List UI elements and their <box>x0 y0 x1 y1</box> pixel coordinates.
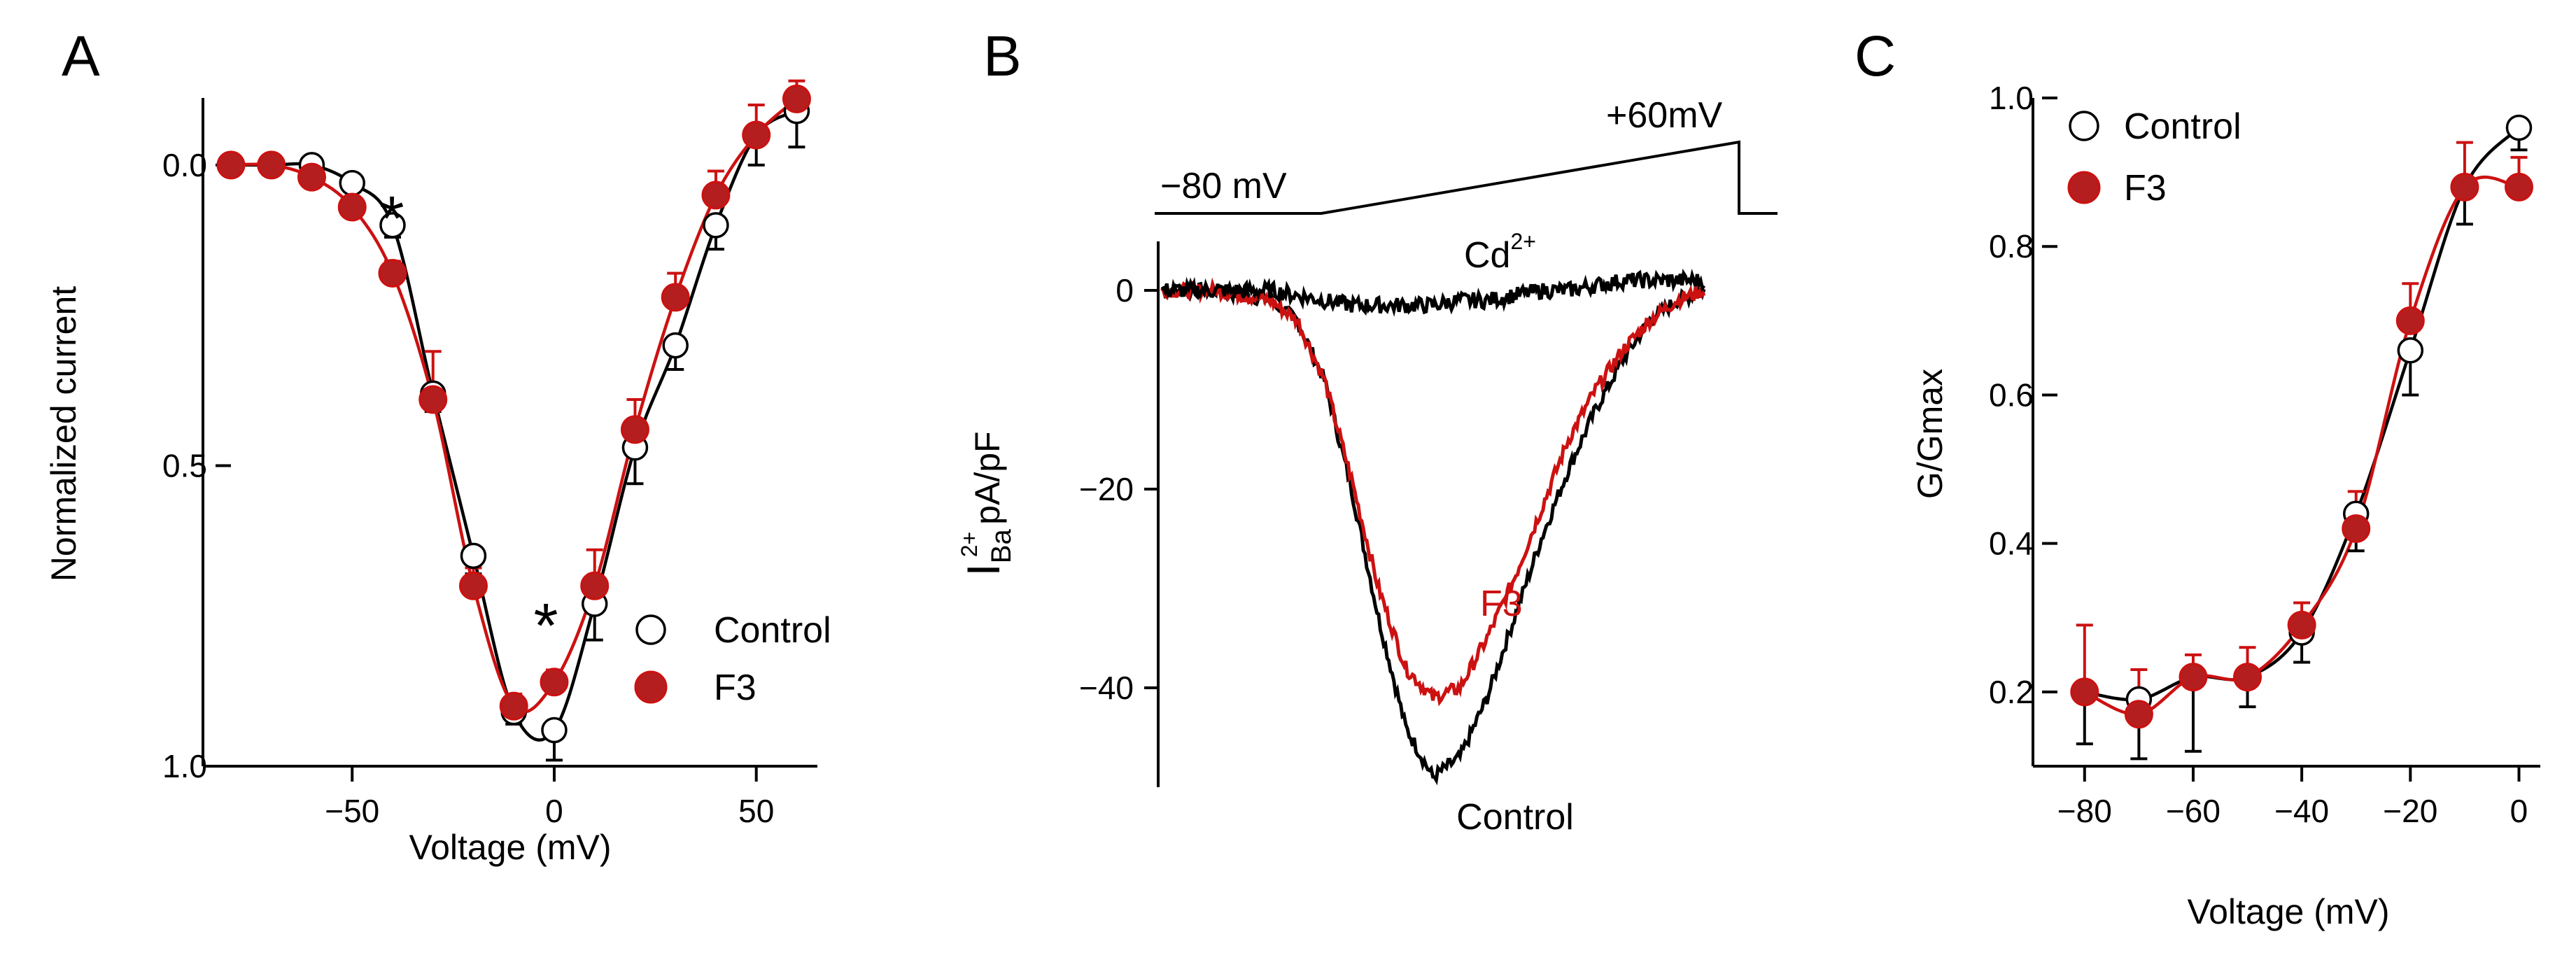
panel-a-y-label: Normalized current <box>44 286 83 581</box>
data-point-control <box>2397 337 2424 364</box>
panel-b: B −80 mV +60mV 0 −20 −40 IBa2+pA/pF Cd2+ F… <box>957 24 1778 838</box>
data-point-f3 <box>458 571 488 600</box>
x-tick-label: 0 <box>545 793 563 829</box>
data-point-control <box>2505 114 2533 141</box>
panel-c-legend: Control F3 <box>2067 106 2241 209</box>
legend-control-marker <box>635 614 666 645</box>
legend-f3-label: F3 <box>2124 168 2167 209</box>
data-point-f3 <box>620 415 649 444</box>
x-tick-label: 0 <box>2510 793 2528 829</box>
data-point-f3 <box>2395 306 2425 335</box>
panel-a-data-points <box>216 79 811 762</box>
data-point-f3 <box>2504 172 2533 202</box>
legend-f3-marker <box>634 670 668 704</box>
data-point-f3 <box>782 84 811 113</box>
data-point-f3 <box>701 181 731 210</box>
fit-curve-control <box>2084 126 2521 702</box>
data-point-f3 <box>418 385 448 414</box>
panel-a-x-ticks: −50 0 50 <box>325 766 774 829</box>
panel-c-data-points <box>2070 114 2533 761</box>
y-tick-label: 0.2 <box>1989 674 2034 710</box>
data-point-control <box>460 542 487 570</box>
panel-c-x-ticks: −80 −60 −40 −20 0 <box>2057 766 2528 829</box>
y-tick-label: 0.0 <box>162 147 207 183</box>
y-tick-label: 1.0 <box>162 748 207 784</box>
legend-control-label: Control <box>2124 106 2241 147</box>
x-tick-label: −40 <box>2274 793 2329 829</box>
panel-a-significance-star: * <box>533 591 558 661</box>
trace-cd <box>1160 268 1706 317</box>
fit-curve-f3 <box>2083 176 2519 717</box>
data-point-f3 <box>2070 677 2099 707</box>
data-point-f3 <box>661 283 690 312</box>
data-point-f3 <box>2233 663 2262 692</box>
panel-c-fit-curves <box>2083 126 2521 717</box>
y-tick-label: 1.0 <box>1989 80 2034 116</box>
data-point-control <box>541 717 568 744</box>
data-point-f3 <box>2179 663 2208 692</box>
protocol-end-label: +60mV <box>1606 95 1723 136</box>
panel-a-x-label: Voltage (mV) <box>409 828 611 867</box>
legend-f3-marker <box>2067 171 2101 204</box>
protocol-start-label: −80 mV <box>1160 166 1287 206</box>
panel-c: C 0.2 0.4 0.6 0.8 1.0 −80 −60 −40 −20 0 Voltage … <box>1854 24 2540 931</box>
panel-b-traces <box>1160 268 1706 786</box>
data-point-f3 <box>499 691 528 721</box>
y-tick-label: 0 <box>1115 272 1134 309</box>
x-tick-label: −50 <box>325 793 379 829</box>
panel-a-legend: Control F3 <box>634 610 831 708</box>
y-tick-label: −40 <box>1079 670 1134 706</box>
data-point-control <box>662 332 689 359</box>
panel-c-letter: C <box>1854 24 1896 88</box>
x-tick-label: 50 <box>738 793 774 829</box>
legend-f3-label: F3 <box>714 668 756 708</box>
data-point-f3 <box>378 259 407 288</box>
data-point-control <box>379 212 406 239</box>
x-tick-label: −80 <box>2057 793 2112 829</box>
data-point-f3 <box>580 571 610 600</box>
y-tick-label: 0.6 <box>1989 376 2034 413</box>
data-point-f3 <box>337 192 367 222</box>
data-point-f3 <box>257 150 286 180</box>
cd-trace-label: Cd2+ <box>1464 229 1536 276</box>
data-point-control <box>339 169 365 197</box>
data-point-f3 <box>742 120 771 150</box>
control-trace-label: Control <box>1456 797 1574 838</box>
data-point-f3 <box>2287 610 2316 640</box>
data-point-f3 <box>540 668 569 697</box>
data-point-f3 <box>2342 514 2371 543</box>
panel-b-y-label: IBa2+pA/pF <box>957 431 1017 576</box>
x-tick-label: −20 <box>2383 793 2437 829</box>
y-tick-label: 0.8 <box>1989 228 2034 264</box>
y-tick-label: −20 <box>1079 471 1134 507</box>
panel-a-letter: A <box>62 24 100 88</box>
panel-b-letter: B <box>983 24 1022 88</box>
data-point-f3 <box>2450 172 2479 202</box>
voltage-ramp-protocol <box>1155 140 1778 215</box>
y-tick-label: 0.5 <box>162 447 207 484</box>
trace-f3 <box>1160 277 1706 707</box>
panel-b-y-ticks: 0 −20 −40 <box>1079 272 1158 706</box>
data-point-f3 <box>297 162 326 192</box>
data-point-f3 <box>2124 700 2153 729</box>
panel-c-y-label: G/Gmax <box>1910 369 1950 499</box>
panel-a: A 0.0 0.5 1.0 −50 0 50 Voltage (mV) Normaliz… <box>44 24 831 867</box>
panel-a-y-ticks: 0.0 0.5 1.0 <box>162 147 231 784</box>
data-point-control <box>703 212 729 239</box>
legend-control-marker <box>2069 111 2099 141</box>
legend-control-label: Control <box>714 610 831 651</box>
panel-a-significance-star: * <box>379 184 404 254</box>
panel-c-y-ticks: 0.2 0.4 0.6 0.8 1.0 <box>1989 80 2057 710</box>
y-tick-label: 0.4 <box>1989 525 2034 562</box>
panel-c-x-label: Voltage (mV) <box>2187 892 2389 931</box>
f3-trace-label: F3 <box>1480 584 1523 624</box>
x-tick-label: −60 <box>2166 793 2220 829</box>
data-point-f3 <box>216 150 246 180</box>
